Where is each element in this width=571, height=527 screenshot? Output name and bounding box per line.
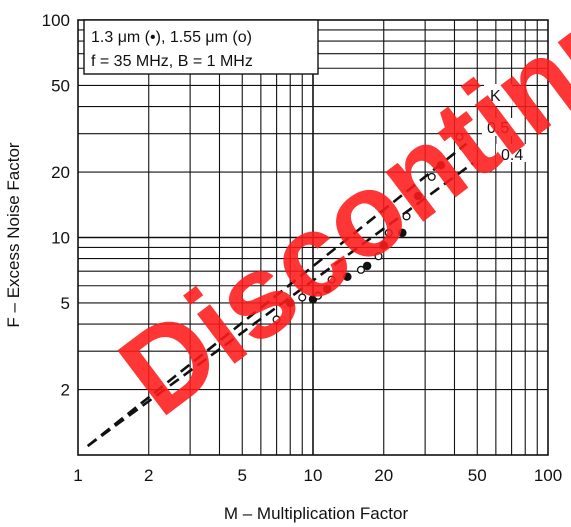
k-label: K: [490, 88, 501, 105]
point-1-3um: [362, 261, 372, 271]
point-1-3um: [398, 228, 407, 238]
tick-labels: 1 2 5 10 20 50 100 2 5 10 20 50 100: [42, 11, 563, 485]
x-tick-label: 5: [238, 466, 247, 485]
y-tick-label: 2: [61, 381, 70, 400]
k-value-0-5: 0.5: [487, 120, 509, 137]
k-curve-0-4: [86, 161, 474, 448]
k-curves: [86, 142, 474, 448]
point-1-55um: [356, 265, 366, 274]
point-1-55um: [327, 275, 336, 284]
annotation-line-2: f = 35 MHz, B = 1 MHz: [91, 53, 253, 70]
point-1-3um: [343, 272, 352, 281]
point-1-55um: [402, 212, 411, 221]
y-tick-label: 50: [51, 76, 70, 95]
point-1-3um: [285, 298, 295, 308]
x-axis-title: M – Multiplication Factor: [224, 504, 409, 523]
point-1-55um: [455, 132, 464, 141]
x-tick-label: 2: [144, 466, 153, 485]
point-1-55um: [313, 291, 323, 300]
x-tick-label: 100: [534, 466, 562, 485]
point-1-55um: [374, 252, 383, 261]
y-tick-label: 100: [42, 11, 70, 30]
point-1-3um: [436, 160, 446, 170]
x-tick-label: 10: [304, 466, 323, 485]
annotation-box: 1.3 μm (•), 1.55 μm (o) f = 35 MHz, B = …: [83, 19, 319, 75]
point-1-3um: [323, 284, 332, 294]
point-1-55um: [272, 315, 281, 324]
y-tick-label: 5: [61, 294, 70, 313]
x-tick-label: 1: [73, 466, 82, 485]
grid: [78, 20, 548, 455]
annotation-line-1: 1.3 μm (•), 1.55 μm (o): [91, 29, 252, 46]
data-points: [272, 132, 464, 324]
point-1-3um: [379, 241, 388, 250]
point-1-55um: [427, 172, 436, 181]
y-tick-label: 10: [51, 229, 70, 248]
x-tick-label: 50: [468, 466, 487, 485]
point-1-3um: [413, 191, 423, 201]
y-axis-title: F – Excess Noise Factor: [4, 142, 23, 328]
y-tick-label: 20: [51, 163, 70, 182]
x-tick-label: 20: [374, 466, 393, 485]
k-curve-0-5: [86, 142, 468, 448]
point-1-55um: [298, 293, 307, 302]
k-value-0-4: 0.4: [501, 147, 523, 164]
point-1-55um: [384, 228, 393, 237]
